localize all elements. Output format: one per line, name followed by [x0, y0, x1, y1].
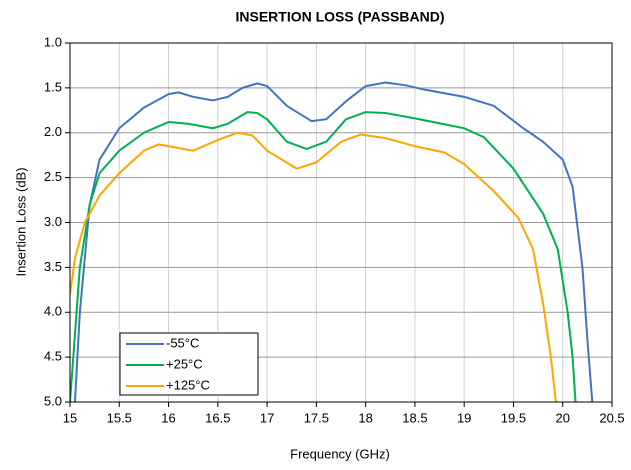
x-tick-label: 18 [358, 410, 372, 425]
y-axis-label: Insertion Loss (dB) [13, 167, 28, 276]
series-line [70, 111, 577, 402]
y-tick-label: 3.5 [44, 259, 62, 274]
x-tick-label: 19.5 [501, 410, 526, 425]
legend-label: +25°C [166, 356, 203, 371]
x-tick-label: 15.5 [107, 410, 132, 425]
x-tick-label: 17.5 [304, 410, 329, 425]
y-tick-label: 4.0 [44, 304, 62, 319]
y-tick-label: 2.0 [44, 124, 62, 139]
x-tick-label: 17 [260, 410, 274, 425]
series-line [73, 81, 594, 402]
x-tick-label: 16 [161, 410, 175, 425]
y-tick-label: 1.0 [44, 34, 62, 49]
x-tick-label: 20 [555, 410, 569, 425]
y-tick-label: 5.0 [44, 393, 62, 408]
x-tick-label: 16.5 [205, 410, 230, 425]
x-tick-label: 18.5 [402, 410, 427, 425]
y-tick-label: 2.5 [44, 169, 62, 184]
x-tick-label: 20.5 [599, 410, 624, 425]
y-tick-label: 4.5 [44, 349, 62, 364]
legend-label: -55°C [166, 335, 199, 350]
y-tick-label: 1.5 [44, 79, 62, 94]
plot-border [69, 42, 613, 403]
x-tick-label: 15 [63, 410, 77, 425]
legend-label: +125°C [166, 377, 210, 392]
series-group [70, 81, 594, 402]
series-line [70, 131, 557, 402]
x-tick-label: 19 [457, 410, 471, 425]
x-axis-label: Frequency (GHz) [290, 446, 390, 461]
chart-title: INSERTION LOSS (PASSBAND) [236, 9, 445, 25]
y-tick-label: 3.0 [44, 214, 62, 229]
